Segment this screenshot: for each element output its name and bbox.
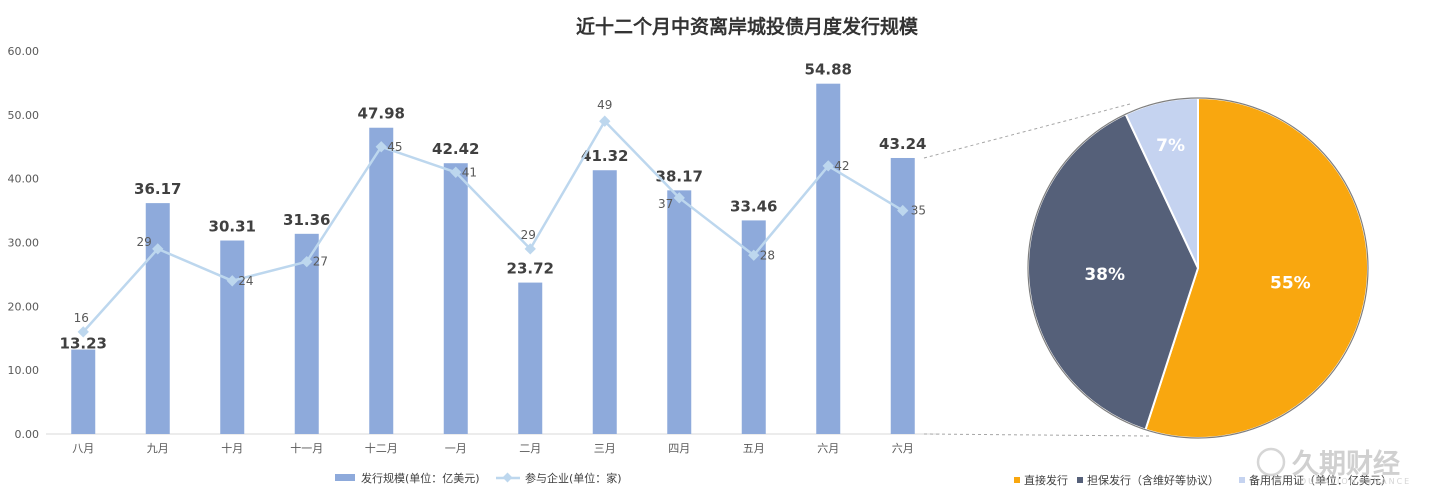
legend-sblc-swatch <box>1239 477 1245 483</box>
pie-chart <box>1027 96 1370 439</box>
connector-bottom <box>923 433 1151 437</box>
bar <box>369 127 394 435</box>
y-tick-label: 20.00 <box>8 300 40 313</box>
bar <box>443 163 468 434</box>
watermark-logo-icon <box>1256 447 1286 477</box>
line-path <box>82 119 904 333</box>
bar <box>220 240 245 434</box>
y-tick-label: 50.00 <box>8 109 40 122</box>
bar-data-labels: 13.23 36.17 30.31 31.36 47.98 42.42 23.72 41.32… <box>60 61 927 353</box>
line-point <box>226 275 238 287</box>
y-tick-label: 40.00 <box>8 173 40 186</box>
line-value-label: 49 <box>597 98 612 112</box>
bar <box>71 349 96 434</box>
x-category-label: 一月 <box>445 442 467 455</box>
bar-value-label: 30.31 <box>209 218 256 236</box>
bar <box>518 282 543 434</box>
legend-bar-swatch <box>335 474 355 481</box>
pie-outline <box>1027 97 1369 439</box>
bar <box>667 190 692 434</box>
bar-value-label: 47.98 <box>358 105 405 123</box>
y-tick-label: 10.00 <box>8 364 40 377</box>
y-tick-label: 30.00 <box>8 237 40 250</box>
x-category-label: 八月 <box>72 442 94 455</box>
line-value-label: 45 <box>387 140 402 154</box>
x-category-label: 九月 <box>147 442 169 455</box>
line-point <box>822 160 834 172</box>
legend-line-marker <box>502 472 513 483</box>
legend-direct-swatch <box>1014 477 1020 483</box>
line-value-label: 24 <box>238 274 253 288</box>
legend-sblc-label: 备用信用证（单位：亿美元） <box>1249 473 1392 487</box>
bar <box>592 170 617 434</box>
bar-value-label: 31.36 <box>283 211 330 229</box>
x-category-label: 十二月 <box>365 441 398 455</box>
line-value-label: 16 <box>74 311 89 325</box>
x-category-label: 十一月 <box>290 441 323 455</box>
line-value-label: 28 <box>760 248 775 262</box>
line-point <box>301 255 313 268</box>
line-value-label: 37 <box>658 197 673 211</box>
legend-direct-label: 直接发行 <box>1024 473 1068 487</box>
bar-value-label: 13.23 <box>60 335 107 353</box>
bar-value-label: 33.46 <box>730 197 777 215</box>
line-point <box>748 249 760 261</box>
line-point <box>673 192 685 204</box>
line-data-labels: 16 29 24 27 45 41 29 49 37 28 42 35 <box>74 98 926 325</box>
x-category-label: 二月 <box>519 442 541 455</box>
line-point <box>524 243 536 255</box>
x-category-label: 十月 <box>221 441 243 455</box>
x-axis-categories: 八月 九月 十月 十一月 十二月 一月 二月 三月 四月 五月 六月 六月 <box>72 441 914 455</box>
bar-value-label: 54.88 <box>805 61 852 79</box>
x-category-label: 三月 <box>594 442 616 455</box>
bar-series <box>71 83 915 435</box>
bar-value-label: 41.32 <box>581 147 628 165</box>
bar-value-label: 38.17 <box>656 167 703 185</box>
legend-bar-label: 发行规模(单位：亿美元) <box>361 471 480 485</box>
line-value-label: 29 <box>136 235 151 249</box>
line-point <box>152 243 164 255</box>
legend-guarantee-label: 担保发行（含维好等协议） <box>1087 473 1219 487</box>
y-axis: 0.00 10.00 20.00 30.00 40.00 50.00 60.00 <box>8 45 40 441</box>
line-point <box>375 141 387 153</box>
chart-title: 近十二个月中资离岸城投债月度发行规模 <box>576 15 919 38</box>
x-category-label: 四月 <box>668 442 690 455</box>
bar-value-label: 36.17 <box>134 180 181 198</box>
line-value-label: 35 <box>911 204 926 218</box>
line-series <box>77 115 909 338</box>
y-tick-label: 0.00 <box>15 428 40 441</box>
pie-slice-label: 55% <box>1270 274 1311 294</box>
pie-slice-label: 38% <box>1084 265 1125 285</box>
watermark-subtext: DURATION FINANCE <box>1300 477 1411 486</box>
line-point <box>897 204 909 217</box>
line-point <box>450 166 462 178</box>
watermark-text: 久期财经 <box>1292 448 1400 480</box>
line-value-label: 27 <box>313 255 328 269</box>
legend-line-label: 参与企业(单位：家) <box>525 471 622 485</box>
line-value-label: 41 <box>462 165 477 179</box>
watermark: 久期财经 DURATION FINANCE <box>1256 447 1411 486</box>
x-category-label: 五月 <box>743 442 765 455</box>
pie-labels: 55% 38% 7% <box>1084 136 1310 293</box>
bar <box>816 83 841 434</box>
pie-legend: 直接发行 担保发行（含维好等协议） 备用信用证（单位：亿美元） <box>1014 473 1392 487</box>
pie-slice-label: 7% <box>1156 136 1185 156</box>
bar <box>145 203 170 434</box>
x-category-label: 六月 <box>817 442 839 455</box>
legend-guarantee-swatch <box>1077 477 1083 483</box>
combo-legend: 发行规模(单位：亿美元) 参与企业(单位：家) <box>335 471 622 485</box>
bar-value-label: 43.24 <box>879 135 926 153</box>
y-tick-label: 60.00 <box>8 45 40 58</box>
bar <box>890 157 915 434</box>
bar-value-label: 42.42 <box>432 140 479 158</box>
bar-value-label: 23.72 <box>507 260 554 278</box>
x-category-label: 六月 <box>892 442 914 455</box>
line-value-label: 42 <box>834 159 849 173</box>
line-value-label: 29 <box>521 228 536 242</box>
